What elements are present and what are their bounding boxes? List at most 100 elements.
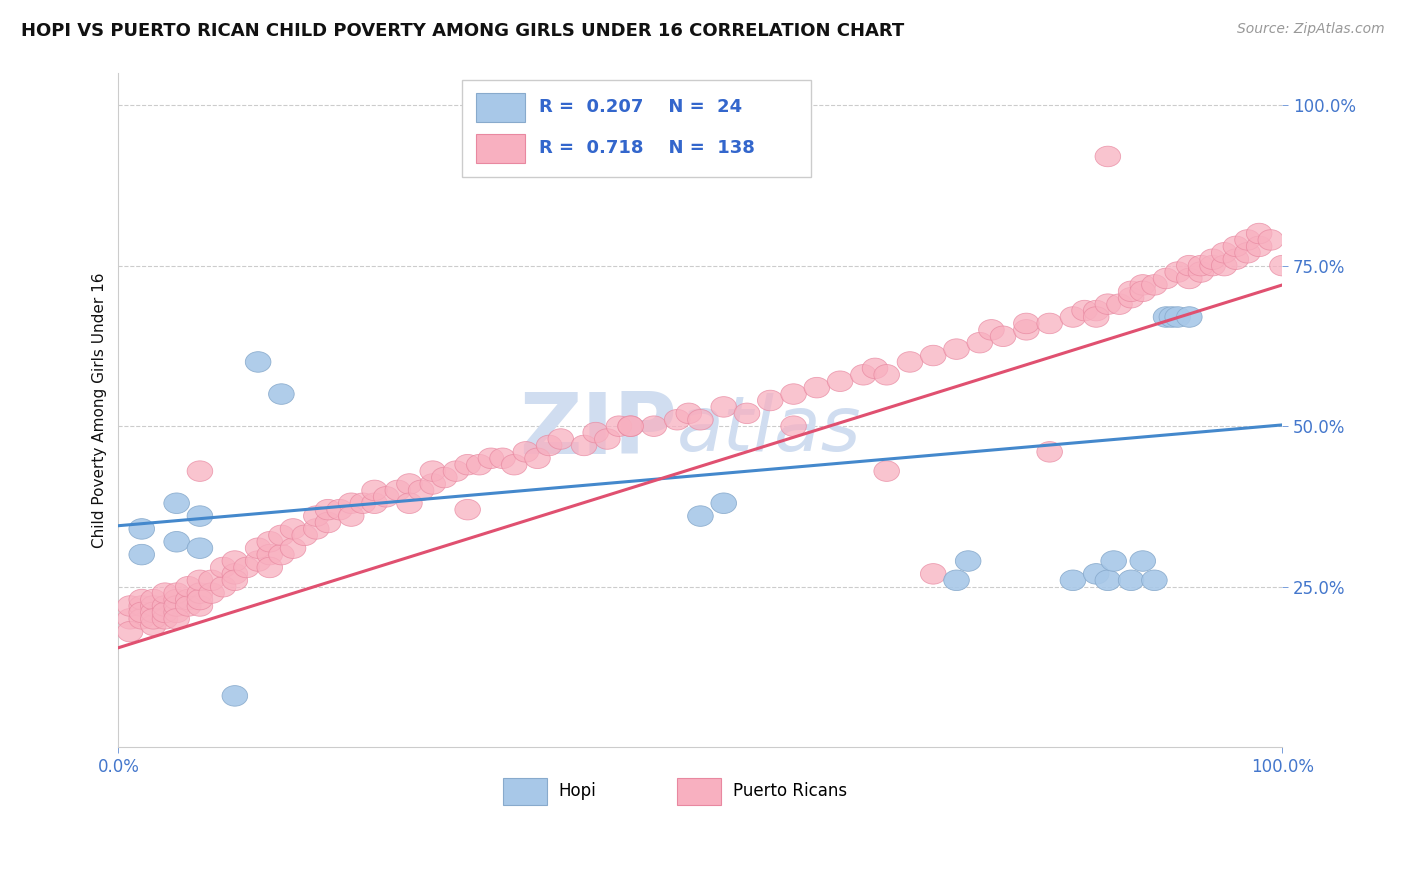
Ellipse shape (1223, 249, 1249, 269)
Ellipse shape (758, 390, 783, 410)
Ellipse shape (454, 454, 481, 475)
Ellipse shape (478, 448, 503, 468)
Ellipse shape (1164, 307, 1191, 327)
Ellipse shape (1270, 255, 1295, 276)
Ellipse shape (1153, 307, 1178, 327)
Ellipse shape (257, 558, 283, 578)
Ellipse shape (688, 409, 713, 430)
Ellipse shape (396, 474, 422, 494)
Ellipse shape (1130, 550, 1156, 571)
Ellipse shape (187, 538, 212, 558)
Ellipse shape (1101, 550, 1126, 571)
Ellipse shape (176, 576, 201, 597)
Ellipse shape (187, 590, 212, 610)
Ellipse shape (1095, 293, 1121, 315)
Ellipse shape (152, 582, 177, 603)
Ellipse shape (408, 480, 434, 500)
Ellipse shape (454, 500, 481, 520)
Ellipse shape (1177, 268, 1202, 289)
Ellipse shape (943, 570, 969, 591)
Ellipse shape (350, 493, 375, 514)
Ellipse shape (117, 596, 143, 616)
Ellipse shape (1212, 255, 1237, 276)
Ellipse shape (1212, 243, 1237, 263)
Ellipse shape (141, 590, 166, 610)
Ellipse shape (967, 333, 993, 353)
Ellipse shape (165, 590, 190, 610)
Ellipse shape (152, 596, 177, 616)
Text: Puerto Ricans: Puerto Ricans (733, 782, 848, 800)
Ellipse shape (129, 518, 155, 539)
Ellipse shape (245, 351, 271, 372)
Ellipse shape (374, 486, 399, 507)
Ellipse shape (513, 442, 538, 462)
Ellipse shape (1142, 570, 1167, 591)
Text: R =  0.718    N =  138: R = 0.718 N = 138 (538, 139, 755, 158)
Ellipse shape (990, 326, 1017, 347)
Ellipse shape (502, 454, 527, 475)
Ellipse shape (187, 596, 212, 616)
Text: ZIP: ZIP (519, 389, 678, 472)
Ellipse shape (361, 480, 387, 500)
Ellipse shape (780, 384, 807, 404)
Ellipse shape (1223, 236, 1249, 257)
Ellipse shape (1130, 281, 1156, 301)
Ellipse shape (1164, 261, 1191, 283)
Ellipse shape (780, 416, 807, 436)
Ellipse shape (269, 384, 294, 404)
Ellipse shape (211, 576, 236, 597)
Text: Source: ZipAtlas.com: Source: ZipAtlas.com (1237, 22, 1385, 37)
Ellipse shape (187, 582, 212, 603)
Ellipse shape (233, 558, 259, 578)
Ellipse shape (257, 532, 283, 552)
Ellipse shape (361, 493, 387, 514)
Ellipse shape (1142, 275, 1167, 295)
Ellipse shape (467, 454, 492, 475)
Ellipse shape (734, 403, 759, 424)
Ellipse shape (1084, 301, 1109, 321)
Ellipse shape (165, 532, 190, 552)
Ellipse shape (222, 570, 247, 591)
Ellipse shape (606, 416, 631, 436)
Ellipse shape (1095, 570, 1121, 591)
Ellipse shape (921, 564, 946, 584)
Ellipse shape (443, 461, 468, 482)
Ellipse shape (269, 544, 294, 565)
Ellipse shape (129, 590, 155, 610)
Ellipse shape (617, 416, 644, 436)
Ellipse shape (222, 550, 247, 571)
Ellipse shape (152, 602, 177, 623)
FancyBboxPatch shape (461, 79, 811, 178)
Text: Hopi: Hopi (558, 782, 596, 800)
Ellipse shape (979, 319, 1004, 340)
Ellipse shape (827, 371, 853, 392)
Ellipse shape (432, 467, 457, 488)
Ellipse shape (165, 582, 190, 603)
Ellipse shape (665, 409, 690, 430)
Ellipse shape (1060, 570, 1085, 591)
Ellipse shape (117, 622, 143, 642)
Ellipse shape (804, 377, 830, 398)
Ellipse shape (269, 525, 294, 546)
Ellipse shape (198, 582, 225, 603)
Ellipse shape (1118, 281, 1144, 301)
Ellipse shape (1084, 307, 1109, 327)
Text: HOPI VS PUERTO RICAN CHILD POVERTY AMONG GIRLS UNDER 16 CORRELATION CHART: HOPI VS PUERTO RICAN CHILD POVERTY AMONG… (21, 22, 904, 40)
Ellipse shape (117, 608, 143, 629)
Ellipse shape (897, 351, 922, 372)
Ellipse shape (339, 493, 364, 514)
Ellipse shape (1014, 319, 1039, 340)
Ellipse shape (187, 570, 212, 591)
Ellipse shape (641, 416, 666, 436)
Ellipse shape (1153, 268, 1178, 289)
Ellipse shape (315, 512, 340, 533)
FancyBboxPatch shape (678, 778, 721, 805)
Ellipse shape (1199, 255, 1226, 276)
Ellipse shape (1118, 570, 1144, 591)
Ellipse shape (1071, 301, 1097, 321)
Ellipse shape (1130, 275, 1156, 295)
Ellipse shape (688, 506, 713, 526)
Ellipse shape (862, 358, 887, 378)
Ellipse shape (1177, 307, 1202, 327)
Ellipse shape (921, 345, 946, 366)
